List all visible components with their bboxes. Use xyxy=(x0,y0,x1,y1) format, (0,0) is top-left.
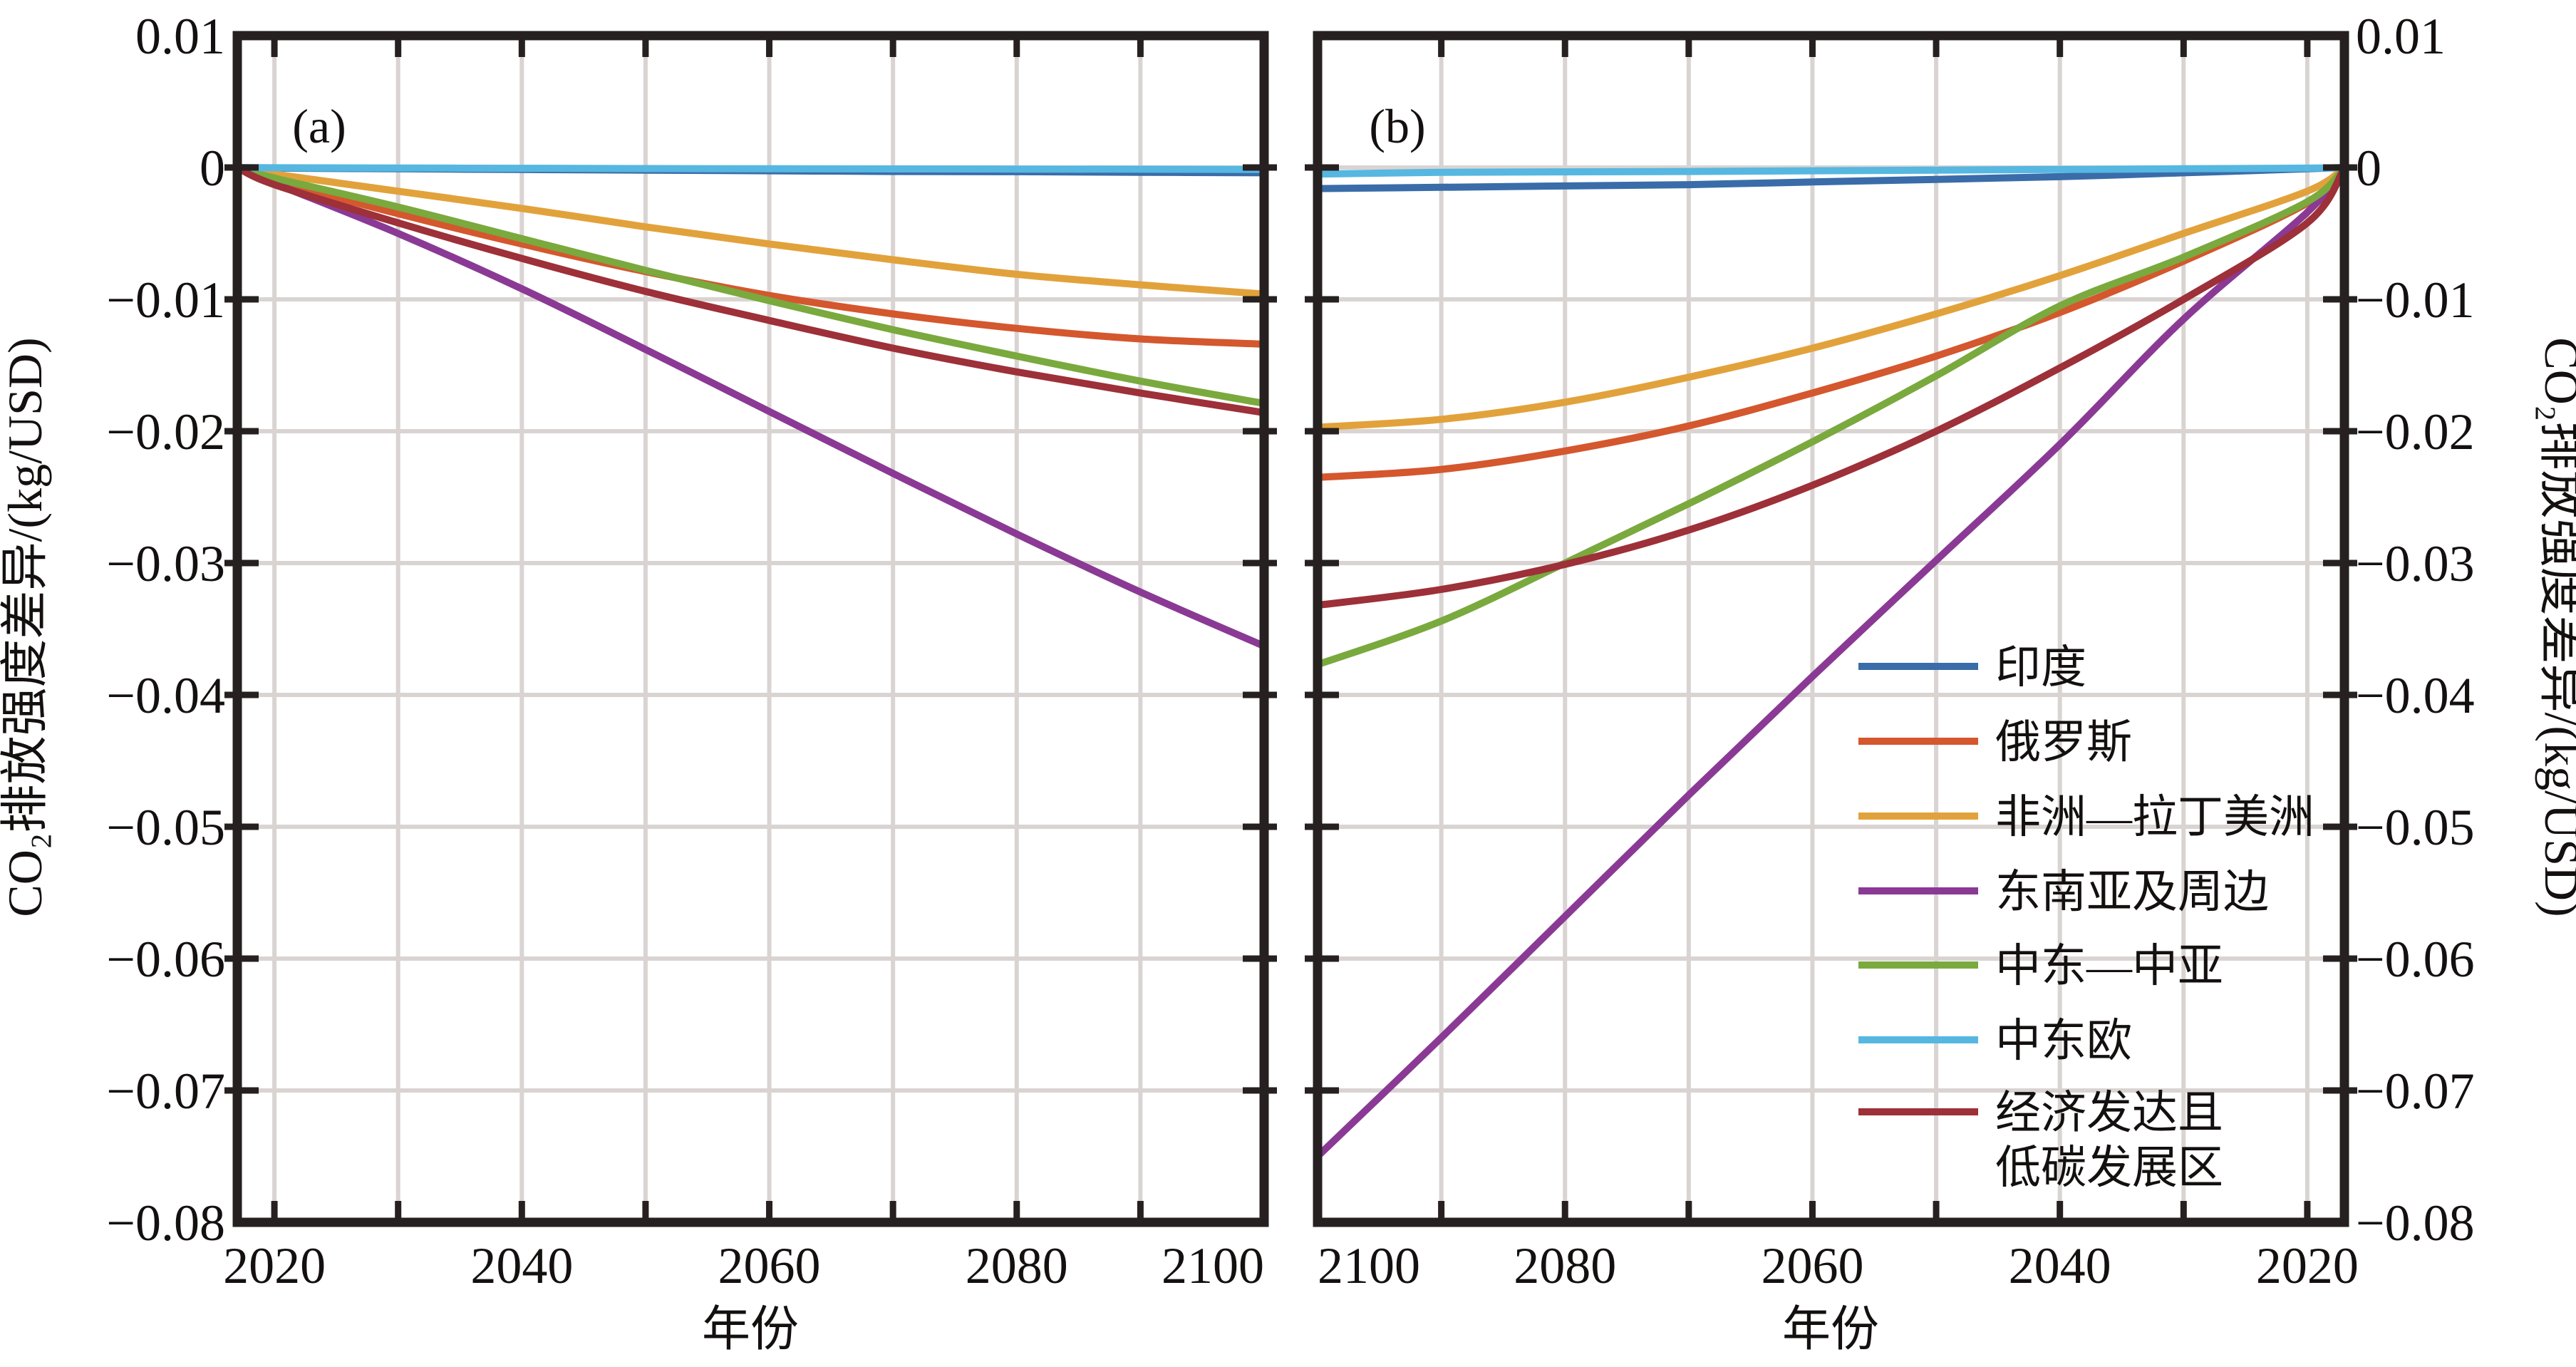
legend-item-russia: 俄罗斯 xyxy=(1858,717,2132,768)
axes-frame-a xyxy=(232,31,1269,1227)
x-axis-title-a: 年份 xyxy=(702,1302,799,1356)
x-tick-label-b-2020: 2020 xyxy=(2256,1237,2359,1294)
x-tick-label-b-2080: 2080 xyxy=(1514,1237,1616,1294)
line-me-ca-panel-a xyxy=(234,164,1268,408)
y-tick-label-right-−0.06: −0.06 xyxy=(2356,931,2475,988)
axes-frame-b xyxy=(1313,31,2349,1227)
legend-label-india: 印度 xyxy=(1995,642,2086,693)
line-dev-lowcarbon-panel-b xyxy=(1314,164,2348,609)
line-africa-latam-panel-a xyxy=(234,164,1268,298)
panel-letter-b: (b) xyxy=(1369,99,1425,153)
line-se-asia-panel-a xyxy=(234,164,1268,650)
legend-label-dev-lowcarbon-line1: 经济发达且 xyxy=(1995,1088,2223,1138)
x-tick-label-b-2100: 2100 xyxy=(1318,1237,1420,1294)
legend-item-africa-latam: 非洲—拉丁美洲 xyxy=(1858,792,2314,842)
y-tick-label-left-−0.04: −0.04 xyxy=(106,667,225,724)
line-cee-panel-b xyxy=(1314,164,2348,178)
y-tick-label-left-0.01: 0.01 xyxy=(135,8,225,65)
x-tick-label-a-2100: 2100 xyxy=(1162,1237,1264,1294)
x-tick-label-b-2040: 2040 xyxy=(2009,1237,2111,1294)
x-tick-label-a-2040: 2040 xyxy=(470,1237,573,1294)
line-se-asia-panel-b xyxy=(1314,164,2348,1160)
legend-label-africa-latam: 非洲—拉丁美洲 xyxy=(1995,792,2314,842)
y-axis-title-right: CO₂排放强度差异/(kg/USD) xyxy=(2535,337,2576,917)
y-tick-label-right-0: 0 xyxy=(2356,140,2381,197)
y-tick-label-left-−0.05: −0.05 xyxy=(106,799,225,856)
legend-item-cee: 中东欧 xyxy=(1858,1016,2132,1066)
y-tick-label-right-0.01: 0.01 xyxy=(2356,8,2446,65)
line-cee-panel-a xyxy=(234,164,1268,173)
y-tick-label-left-−0.07: −0.07 xyxy=(106,1063,225,1120)
y-tick-label-right-−0.02: −0.02 xyxy=(2356,403,2475,460)
x-tick-label-b-2060: 2060 xyxy=(1761,1237,1863,1294)
x-axis-title-b: 年份 xyxy=(1782,1302,1879,1356)
legend-item-se-asia: 东南亚及周边 xyxy=(1858,867,2269,917)
y-tick-label-right-−0.07: −0.07 xyxy=(2356,1063,2475,1120)
legend-item-me-ca: 中东—中亚 xyxy=(1858,941,2223,991)
y-tick-label-right-−0.05: −0.05 xyxy=(2356,799,2475,856)
panel-b: 2100 2080 2060 2040 2020 (b) 年份 xyxy=(1305,31,2359,1356)
line-dev-lowcarbon-panel-a xyxy=(234,164,1268,417)
y-tick-label-left-0: 0 xyxy=(200,140,225,197)
x-tick-label-a-2080: 2080 xyxy=(966,1237,1068,1294)
x-tick-label-a-2020: 2020 xyxy=(223,1237,326,1294)
x-tick-label-a-2060: 2060 xyxy=(718,1237,821,1294)
y-tick-label-right-−0.03: −0.03 xyxy=(2356,535,2475,592)
panel-a: 2020 2040 2060 2080 2100 (a) 年份 xyxy=(223,31,1277,1356)
y-tick-label-left-−0.02: −0.02 xyxy=(106,403,225,460)
legend-label-russia: 俄罗斯 xyxy=(1995,717,2132,768)
legend-item-india: 印度 xyxy=(1858,642,2086,693)
legend-label-cee: 中东欧 xyxy=(1995,1016,2132,1066)
y-tick-label-right-−0.01: −0.01 xyxy=(2356,272,2475,329)
panel-letter-a: (a) xyxy=(292,99,346,153)
y-tick-label-right-−0.04: −0.04 xyxy=(2356,667,2475,724)
y-tick-label-left-−0.03: −0.03 xyxy=(106,535,225,592)
line-africa-latam-panel-b xyxy=(1314,164,2348,431)
legend-label-me-ca: 中东—中亚 xyxy=(1995,941,2223,991)
legend-label-se-asia: 东南亚及周边 xyxy=(1995,867,2269,917)
y-tick-label-left-−0.06: −0.06 xyxy=(106,931,225,988)
y-axis-title-left: CO₂排放强度差异/(kg/USD) xyxy=(0,337,52,917)
line-me-ca-panel-b xyxy=(1314,164,2348,669)
y-tick-label-left-−0.01: −0.01 xyxy=(106,272,225,329)
y-tick-label-right-−0.08: −0.08 xyxy=(2356,1195,2475,1252)
y-tick-label-left-−0.08: −0.08 xyxy=(106,1195,225,1252)
legend-label-dev-lowcarbon-line2: 低碳发展区 xyxy=(1995,1142,2223,1193)
